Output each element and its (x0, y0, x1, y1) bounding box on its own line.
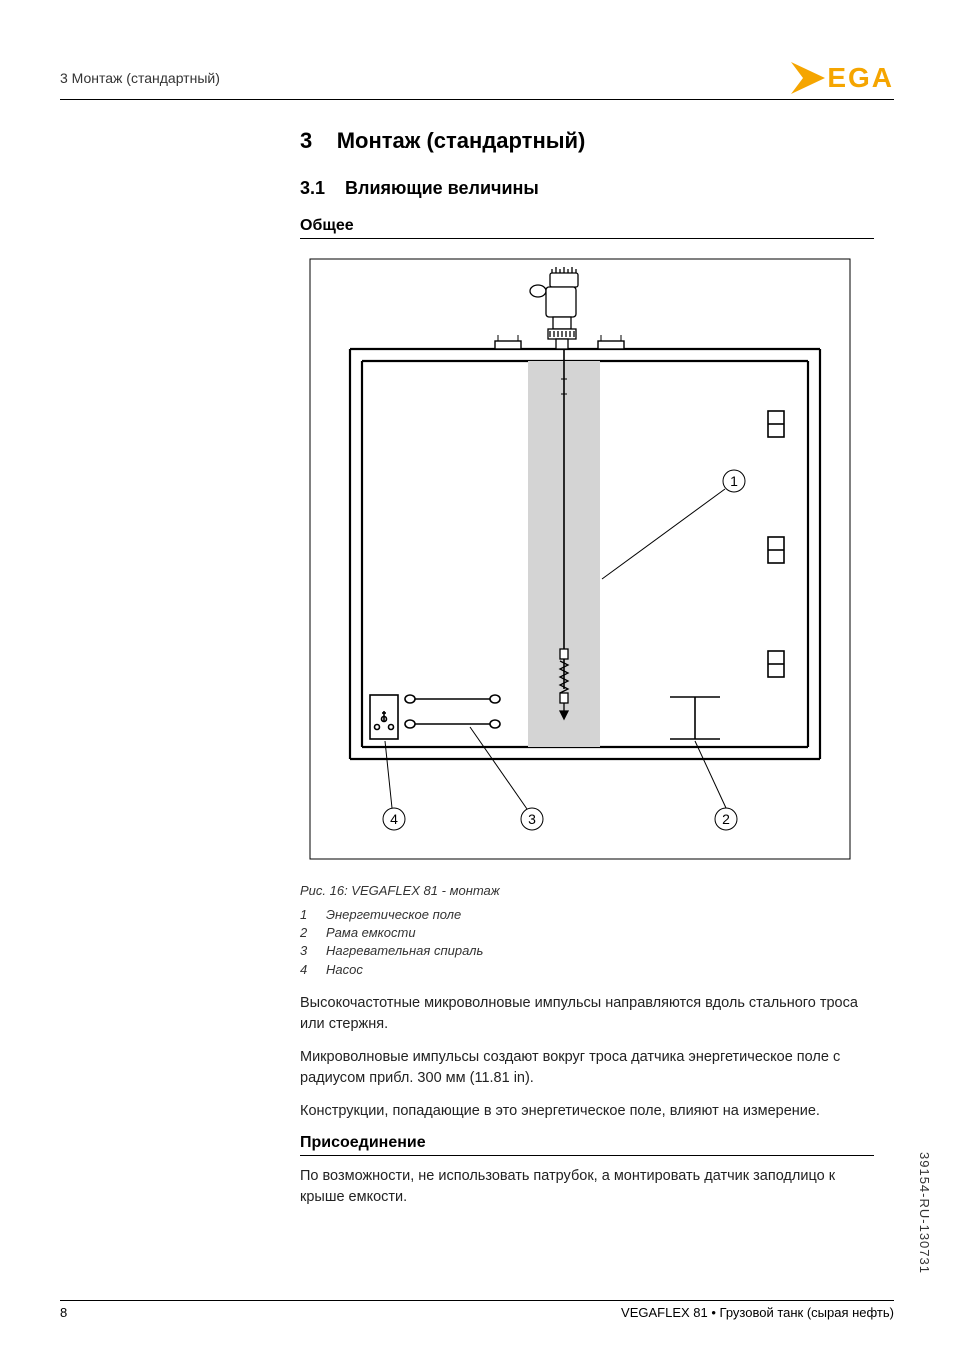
page-header: 3 Монтаж (стандартный) EGA (60, 60, 894, 100)
body-para: Конструкции, попадающие в это энергетиче… (300, 1101, 874, 1122)
section-num: 3 (300, 128, 312, 153)
breadcrumb: 3 Монтаж (стандартный) (60, 70, 220, 86)
logo-text: EGA (827, 62, 894, 94)
body-para: По возможности, не использовать патрубок… (300, 1166, 874, 1208)
brand-logo: EGA (789, 60, 894, 96)
subsection-title: Влияющие величины (345, 178, 539, 198)
legend-num: 4 (300, 961, 314, 979)
legend-item: 1 Энергетическое поле (300, 906, 874, 924)
subsection-heading: 3.1 Влияющие величины (300, 178, 874, 199)
legend-item: 2 Рама емкости (300, 924, 874, 942)
legend-text: Нагревательная спираль (326, 942, 483, 960)
section-title: Монтаж (стандартный) (337, 128, 586, 153)
section-heading: 3 Монтаж (стандартный) (300, 128, 874, 154)
footer-doc: VEGAFLEX 81 • Грузовой танк (сырая нефть… (621, 1305, 894, 1320)
svg-text:3: 3 (528, 811, 536, 827)
body-para: Высокочастотные микроволновые импульсы н… (300, 993, 874, 1035)
legend-num: 1 (300, 906, 314, 924)
legend-text: Рама емкости (326, 924, 416, 942)
figure-caption: Рис. 16: VEGAFLEX 81 - монтаж (300, 883, 874, 898)
page-footer: 8 VEGAFLEX 81 • Грузовой танк (сырая неф… (60, 1300, 894, 1320)
h3-general: Общее (300, 217, 874, 239)
subsection-num: 3.1 (300, 178, 325, 198)
legend-num: 3 (300, 942, 314, 960)
legend-text: Энергетическое поле (326, 906, 461, 924)
svg-text:2: 2 (722, 811, 730, 827)
doc-side-code: 39154-RU-130731 (917, 1152, 932, 1274)
svg-text:4: 4 (390, 811, 398, 827)
svg-text:1: 1 (730, 473, 738, 489)
figure-legend: 1 Энергетическое поле 2 Рама емкости 3 Н… (300, 906, 874, 979)
page-number: 8 (60, 1305, 67, 1320)
legend-item: 4 Насос (300, 961, 874, 979)
legend-item: 3 Нагревательная спираль (300, 942, 874, 960)
h3-connection: Присоединение (300, 1134, 874, 1156)
legend-text: Насос (326, 961, 363, 979)
legend-num: 2 (300, 924, 314, 942)
main-content: 3 Монтаж (стандартный) 3.1 Влияющие вели… (300, 128, 874, 1208)
figure-mounting: 1 2 3 4 (300, 249, 874, 869)
body-para: Микроволновые импульсы создают вокруг тр… (300, 1047, 874, 1089)
